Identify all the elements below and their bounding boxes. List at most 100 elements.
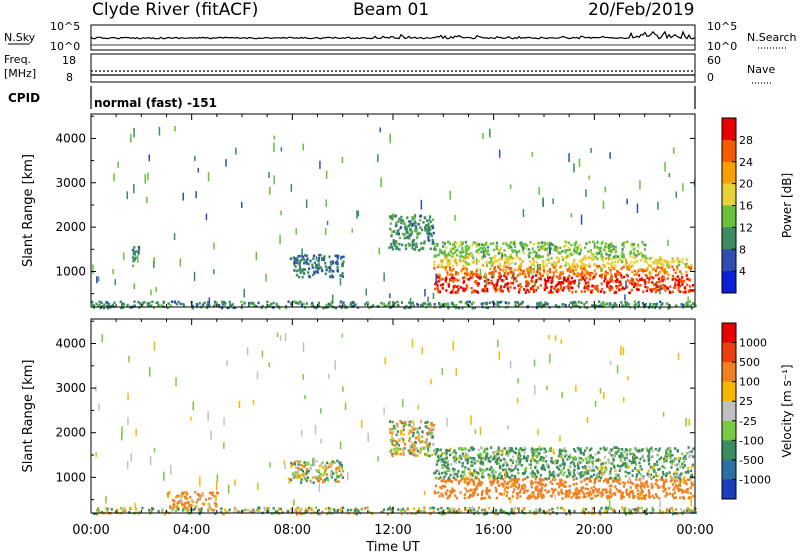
velocity-cell <box>597 451 600 455</box>
power-cell <box>489 242 492 246</box>
power-speckle-cell <box>623 242 625 249</box>
velocity-cell <box>564 493 567 496</box>
power-cell <box>532 268 535 271</box>
power-cell <box>402 221 405 225</box>
velocity-cell <box>543 451 546 454</box>
power-cell <box>452 264 455 268</box>
power-cell <box>399 218 403 222</box>
power-cell <box>301 275 304 279</box>
velocity-cell <box>198 494 201 497</box>
velocity-cell <box>534 466 537 469</box>
power-cell <box>611 257 614 261</box>
velocity-cell <box>584 495 587 499</box>
power-cell <box>445 258 449 262</box>
power-cell <box>688 279 691 282</box>
power-cell <box>517 268 520 272</box>
velocity-cell <box>531 491 534 495</box>
power-cell <box>441 251 444 255</box>
power-cell <box>585 257 588 261</box>
velocity-cell <box>639 485 642 488</box>
power-cell <box>440 259 443 263</box>
velocity-cell <box>211 493 214 497</box>
power-cell <box>459 240 462 244</box>
power-cell <box>519 302 522 306</box>
velocity-cell <box>181 503 184 506</box>
velocity-cell <box>468 506 471 510</box>
power-cell <box>614 250 617 254</box>
power-cell <box>150 304 153 308</box>
power-cell <box>191 304 194 308</box>
velocity-cell <box>605 508 608 511</box>
power-cell <box>398 248 401 251</box>
velocity-cell <box>654 472 657 475</box>
power-cell <box>148 301 151 305</box>
velocity-cell <box>416 449 419 453</box>
power-cell <box>535 280 538 284</box>
power-cell <box>317 259 320 263</box>
power-cell <box>513 240 516 244</box>
velocity-cell <box>538 446 541 449</box>
power-cell <box>475 274 478 278</box>
velocity-speckle-cell <box>683 478 685 485</box>
velocity-cell <box>585 446 588 450</box>
power-cell <box>575 274 578 278</box>
velocity-speckle-cell <box>153 447 156 453</box>
power-cell <box>546 251 549 255</box>
velocity-cell <box>529 494 532 497</box>
power-cell <box>137 250 140 253</box>
power-cell <box>548 241 551 245</box>
velocity-cell <box>563 480 566 484</box>
power-cell <box>666 287 670 290</box>
velocity-cell <box>666 447 669 451</box>
velocity-cell <box>639 473 642 476</box>
velocity-cell <box>523 448 526 452</box>
velocity-cell <box>624 506 627 510</box>
power-cell <box>601 240 604 244</box>
velocity-cell <box>200 510 203 513</box>
power-speckle-cell <box>522 209 525 218</box>
velocity-cell <box>468 456 472 459</box>
power-cell <box>498 274 501 278</box>
power-cell <box>535 251 538 255</box>
velocity-cell <box>590 486 593 490</box>
velocity-cell <box>470 446 473 450</box>
power-cell <box>633 307 636 310</box>
power-cell <box>295 273 298 277</box>
power-cell <box>390 234 393 238</box>
power-cell <box>560 285 563 288</box>
velocity-cell <box>505 474 508 478</box>
power-cell <box>640 269 643 272</box>
velocity-cell <box>96 513 99 516</box>
power-cell <box>601 287 604 291</box>
power-cell <box>526 284 529 287</box>
velocity-cell <box>485 454 488 457</box>
power-cell <box>431 224 434 228</box>
velocity-cell <box>333 508 336 511</box>
velocity-cell <box>650 446 653 450</box>
power-cell <box>478 259 481 263</box>
velocity-cell <box>540 482 543 485</box>
power-cell <box>231 303 234 306</box>
power-cell <box>633 269 636 273</box>
power-cell <box>535 274 538 277</box>
power-cell <box>454 241 457 244</box>
velocity-cell <box>591 465 594 469</box>
velocity-cell <box>433 490 436 494</box>
power-speckle-cell <box>213 242 215 250</box>
power-cell <box>407 235 410 238</box>
velocity-cell <box>304 475 307 478</box>
velocity-cell <box>459 474 463 478</box>
velocity-cell <box>290 461 293 465</box>
power-speckle-cell <box>273 175 275 185</box>
power-cell <box>483 289 486 293</box>
power-cell <box>471 307 474 310</box>
power-cell <box>634 256 637 260</box>
velocity-cell <box>677 476 680 479</box>
power-cell <box>425 219 429 223</box>
power-cell <box>535 260 538 264</box>
velocity-cell <box>124 509 127 513</box>
power-cell <box>636 249 639 253</box>
velocity-cell <box>481 462 484 465</box>
velocity-cell <box>400 509 403 512</box>
power-cell <box>581 271 584 274</box>
